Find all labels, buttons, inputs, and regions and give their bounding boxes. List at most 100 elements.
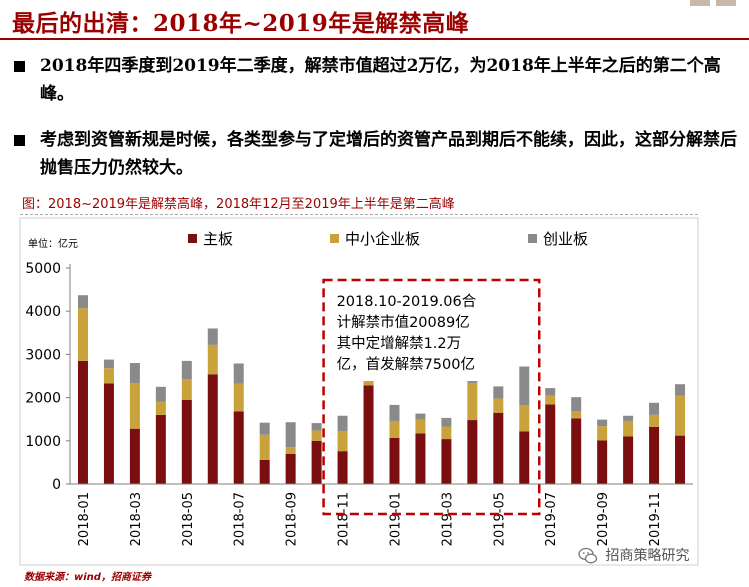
source-note: 数据来源：wind，招商证券 — [24, 572, 151, 583]
bullet-text: 考虑到资管新规是时候，各类型参与了定增后的资管产品到期后不能续，因此，这部分解禁… — [40, 130, 737, 178]
title-rule — [0, 38, 749, 40]
watermark-text: 招商策略研究 — [605, 548, 690, 564]
unit-label: 单位：亿元 — [28, 237, 78, 250]
bar-segment — [441, 426, 452, 440]
bar-segment — [623, 415, 634, 421]
bar-segment — [389, 437, 400, 484]
bar-segment — [103, 359, 114, 369]
stacked-bar-chart: 单位：亿元 主板 中小企业板 创业板 0 1000 2000 3000 4000 5000 2018… — [19, 217, 699, 566]
bar-segment — [649, 402, 660, 415]
bar-segment — [597, 419, 608, 427]
bullet-2: 考虑到资管新规是时候，各类型参与了定增后的资管产品到期后不能续，因此，这部分解禁… — [14, 126, 739, 182]
bar-segment — [571, 397, 582, 411]
bar-segment — [675, 435, 686, 484]
bar-segment — [155, 386, 166, 402]
bar-segment — [77, 308, 88, 361]
annotation-line: 2018.10-2019.06合 — [337, 293, 477, 310]
bar-segment — [337, 415, 348, 432]
x-tick-label: 2019-09 — [596, 492, 611, 546]
bar-segment — [415, 419, 426, 434]
bar-segment — [675, 395, 686, 436]
y-tick-label: 3000 — [25, 347, 61, 363]
legend-label: 创业板 — [543, 230, 588, 248]
x-tick-label: 2018-11 — [337, 492, 352, 546]
page-title: 最后的出清：2018年~2019年是解禁高峰 — [12, 10, 470, 37]
chart-frame — [19, 217, 699, 566]
bar-segment — [103, 368, 114, 384]
x-tick-label: 2018-01 — [77, 492, 92, 546]
bar-segment — [675, 384, 686, 396]
bar-segment — [363, 385, 374, 484]
bullet-square-icon — [14, 135, 25, 146]
legend-label: 主板 — [203, 230, 233, 248]
bar-segment — [493, 398, 504, 413]
bar-segment — [493, 412, 504, 484]
bullet-text: 2018年四季度到2019年二季度，解禁市值超过2万亿，为2018年上半年之后的… — [40, 56, 721, 104]
bar-segment — [207, 328, 218, 345]
bar-segment — [597, 426, 608, 441]
legend-swatch — [528, 234, 537, 243]
annotation-line: 计解禁市值20089亿 — [337, 314, 470, 331]
annotation-line: 亿，首发解禁7500亿 — [337, 356, 475, 373]
bar-segment — [155, 414, 166, 484]
figure-rule — [20, 214, 698, 215]
bar-segment — [415, 413, 426, 420]
bar-segment — [519, 431, 530, 484]
bar-segment — [259, 459, 270, 484]
y-tick-label: 0 — [52, 477, 61, 493]
bar-segment — [181, 379, 192, 400]
bullet-square-icon — [14, 61, 25, 72]
bar-segment — [77, 295, 88, 309]
legend-swatch — [188, 234, 197, 243]
bar-segment — [545, 404, 556, 484]
bar-segment — [389, 420, 400, 438]
annotation-background — [334, 289, 488, 381]
bar-segment — [649, 426, 660, 484]
bar-segment — [103, 383, 114, 484]
bar-segment — [623, 436, 634, 484]
bar-segment — [571, 418, 582, 484]
x-tick-label: 2018-03 — [129, 492, 144, 546]
bar-segment — [415, 433, 426, 484]
bar-segment — [285, 453, 296, 484]
y-tick-label: 1000 — [25, 434, 61, 450]
bar-segment — [337, 431, 348, 452]
bar-segment — [285, 422, 296, 448]
bar-segment — [129, 428, 140, 484]
x-tick-label: 2018-09 — [285, 492, 300, 546]
legend-swatch — [330, 234, 339, 243]
bar-segment — [233, 383, 244, 412]
bar-segment — [207, 374, 218, 484]
bar-segment — [233, 363, 244, 384]
corner-mark-left — [690, 0, 710, 6]
x-tick-label: 2019-05 — [492, 492, 507, 546]
y-tick-label: 4000 — [25, 304, 61, 320]
bar-segment — [649, 414, 660, 427]
bar-segment — [623, 420, 634, 437]
bar-segment — [311, 423, 322, 431]
corner-mark-right — [716, 0, 736, 6]
x-tick-label: 2018-07 — [233, 492, 248, 546]
bar-segment — [129, 363, 140, 384]
bar-segment — [207, 344, 218, 375]
bar-segment — [597, 440, 608, 484]
annotation-line: 其中定增解禁1.2万 — [337, 335, 462, 352]
y-tick-label: 5000 — [25, 261, 61, 277]
bar-segment — [441, 439, 452, 484]
bar-segment — [181, 399, 192, 484]
bar-segment — [337, 451, 348, 484]
bar-segment — [467, 382, 478, 421]
bar-segment — [285, 447, 296, 454]
bar-segment — [77, 360, 88, 484]
legend-label: 中小企业板 — [345, 230, 420, 248]
bar-segment — [441, 417, 452, 427]
bar-segment — [519, 405, 530, 432]
figure-caption: 图：2018~2019年是解禁高峰，2018年12月至2019年上半年是第二高峰 — [22, 197, 455, 212]
watermark: 招商策略研究 — [578, 545, 689, 566]
bar-segment — [545, 395, 556, 405]
bar-segment — [545, 388, 556, 396]
bar-segment — [233, 411, 244, 484]
x-tick-label: 2019-07 — [544, 492, 559, 546]
bar-segment — [493, 386, 504, 399]
y-tick-label: 2000 — [25, 391, 61, 407]
